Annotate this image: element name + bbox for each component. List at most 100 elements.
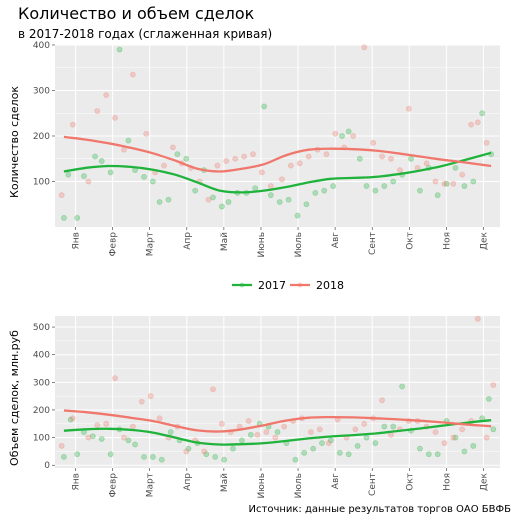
data-point-2018	[241, 153, 248, 160]
data-point-2017	[336, 449, 343, 456]
data-point-2018	[325, 440, 332, 447]
data-point-2017	[212, 454, 219, 460]
legend: 2017 2018	[232, 279, 344, 292]
data-point-2017	[238, 437, 245, 444]
smooth-line-2017	[63, 151, 492, 194]
data-point-2018	[490, 382, 497, 388]
data-point-2017	[65, 171, 72, 178]
x-tick-label: Апр	[183, 232, 193, 250]
data-point-2017	[285, 196, 292, 203]
data-point-2017	[141, 454, 147, 460]
data-point-2017	[276, 199, 283, 205]
x-tick-label: Авг	[331, 473, 341, 489]
x-tick-label: Апр	[183, 473, 193, 491]
x-tick-label: Сент	[368, 232, 378, 255]
x-tick-label: Февр	[109, 473, 119, 498]
data-point-2018	[156, 415, 163, 422]
data-point-2018	[432, 178, 439, 185]
data-point-2018	[474, 119, 481, 126]
data-point-2017	[452, 164, 459, 171]
data-point-2018	[58, 192, 65, 199]
data-point-2018	[379, 153, 385, 160]
data-point-2017	[461, 448, 468, 455]
chart-title: Количество и объем сделок	[18, 4, 255, 23]
data-point-2018	[103, 92, 110, 98]
x-tick-label: Май	[220, 232, 230, 251]
y-tick-label: 300	[33, 378, 50, 388]
y-tick-label: 400	[33, 41, 50, 51]
data-point-2017	[356, 155, 363, 162]
data-point-2017	[218, 203, 225, 210]
data-point-2018	[279, 176, 285, 183]
data-point-2018	[361, 44, 368, 51]
data-point-2017	[294, 212, 301, 219]
data-point-2017	[149, 178, 156, 185]
data-point-2018	[287, 162, 294, 169]
data-point-2017	[479, 110, 486, 117]
legend-label-2018: 2018	[316, 279, 344, 292]
data-point-2018	[323, 151, 330, 158]
y-axis-label-top: Количество сделок	[8, 86, 21, 198]
data-point-2017	[221, 456, 227, 463]
data-point-2017	[461, 183, 468, 189]
data-point-2017	[408, 155, 414, 162]
data-point-2017	[125, 437, 132, 444]
data-point-2018	[112, 114, 118, 121]
data-point-2018	[94, 108, 101, 114]
data-point-2017	[274, 429, 281, 435]
smooth-line-2018	[63, 135, 492, 173]
x-tick-label: Авг	[331, 232, 341, 248]
data-point-2018	[483, 434, 490, 441]
plot-panel	[55, 316, 500, 468]
data-point-2017	[156, 199, 163, 205]
data-point-2018	[129, 71, 136, 78]
x-tick-label: Июль	[294, 232, 304, 257]
data-point-2018	[138, 398, 145, 405]
x-tick-label: Февр	[109, 232, 119, 257]
data-point-2018	[94, 422, 101, 429]
data-point-2017	[174, 151, 181, 158]
data-point-2018	[263, 429, 270, 435]
data-point-2017	[301, 449, 308, 456]
data-point-2017	[345, 128, 352, 135]
data-point-2018	[432, 429, 439, 435]
data-point-2018	[85, 178, 92, 185]
data-point-2018	[170, 144, 176, 151]
data-point-2018	[459, 171, 466, 178]
x-tick-label: Июнь	[257, 232, 267, 258]
data-point-2018	[267, 183, 274, 189]
data-point-2017	[98, 158, 105, 164]
data-point-2017	[390, 423, 397, 430]
data-point-2017	[443, 180, 450, 187]
x-tick-label: Дек	[479, 231, 489, 250]
data-point-2018	[201, 448, 207, 455]
data-point-2017	[203, 451, 210, 458]
data-point-2017	[321, 187, 328, 194]
x-tick-label: Июль	[294, 473, 304, 498]
data-point-2017	[292, 456, 299, 463]
data-point-2017	[452, 434, 459, 441]
data-point-2018	[245, 418, 252, 424]
y-tick-label: 200	[33, 132, 50, 142]
x-tick-label: Ноя	[442, 232, 452, 250]
data-point-2017	[425, 451, 432, 458]
x-tick-label: Окт	[405, 473, 415, 491]
x-tick-label: Ноя	[442, 473, 452, 491]
data-point-2018	[281, 423, 288, 430]
data-point-2017	[310, 445, 316, 452]
data-point-2018	[69, 415, 76, 422]
data-point-2017	[390, 178, 397, 185]
chart-subtitle: в 2017-2018 годах (сглаженная кривая)	[18, 27, 273, 41]
data-point-2017	[470, 178, 477, 185]
data-point-2017	[303, 201, 310, 208]
legend-label-2017: 2017	[258, 279, 286, 292]
legend-dot-2017	[239, 282, 245, 288]
data-point-2017	[434, 192, 441, 199]
data-point-2017	[165, 196, 172, 203]
data-point-2017	[267, 192, 274, 199]
data-point-2018	[483, 139, 490, 146]
x-tick-label: Май	[220, 473, 230, 492]
data-point-2017	[192, 187, 199, 194]
data-point-2017	[252, 185, 259, 192]
y-axis-label-bottom: Объем сделок, млн.руб	[8, 330, 21, 466]
